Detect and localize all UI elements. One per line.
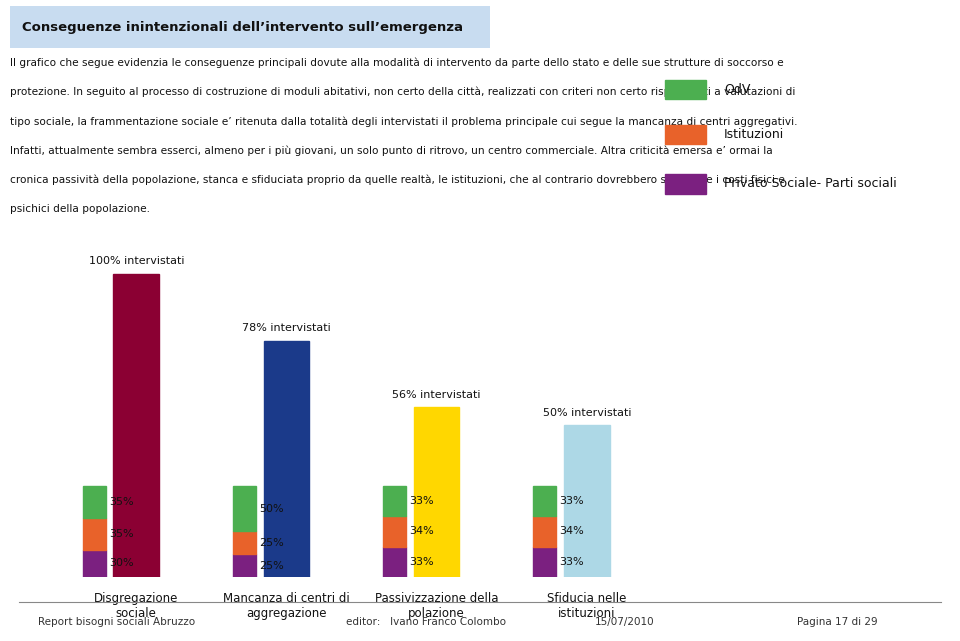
Bar [383,486,406,516]
Text: cronica passività della popolazione, stanca e sfiduciata proprio da quelle realt: cronica passività della popolazione, sta… [10,175,784,185]
Bar [664,174,707,194]
Bar [664,79,707,99]
Text: OdV: OdV [724,83,751,96]
Text: 25%: 25% [259,538,284,548]
Text: Conseguenze inintenzionali dell’intervento sull’emergenza: Conseguenze inintenzionali dell’interven… [22,21,463,34]
Text: 34%: 34% [560,526,584,537]
Bar [383,516,406,547]
Text: 50% intervistati: 50% intervistati [542,408,631,418]
Text: 100% intervistati: 100% intervistati [88,256,184,266]
Text: 33%: 33% [560,557,584,567]
Text: Disgregazione
sociale: Disgregazione sociale [94,592,179,620]
Text: 15/07/2010: 15/07/2010 [595,617,655,627]
Bar [83,549,106,577]
Text: Infatti, attualmente sembra esserci, almeno per i più giovani, un solo punto di : Infatti, attualmente sembra esserci, alm… [10,146,773,156]
Text: tipo sociale, la frammentazione sociale e’ ritenuta dalla totalità degli intervi: tipo sociale, la frammentazione sociale … [10,116,797,127]
Text: 30%: 30% [108,558,133,569]
Bar [233,554,255,577]
Bar [264,340,309,577]
FancyBboxPatch shape [0,4,509,50]
Bar [664,125,707,144]
Text: Pagina 17 di 29: Pagina 17 di 29 [797,617,877,627]
Text: Il grafico che segue evidenzia le conseguenze principali dovute alla modalità di: Il grafico che segue evidenzia le conseg… [10,58,783,68]
Bar [533,516,556,547]
Bar [533,547,556,577]
Text: Passivizzazione della
polazione: Passivizzazione della polazione [374,592,498,620]
Bar [233,486,255,531]
Text: 33%: 33% [560,496,584,506]
Bar [564,426,610,577]
Text: 50%: 50% [259,504,283,513]
Text: psichici della popolazione.: psichici della popolazione. [10,204,150,214]
Bar [83,518,106,549]
Bar [414,407,460,577]
Text: Istituzioni: Istituzioni [724,128,784,141]
Bar [113,274,159,577]
Text: Privato Sociale- Parti sociali: Privato Sociale- Parti sociali [724,178,897,190]
Bar [83,486,106,518]
Text: 33%: 33% [409,496,434,506]
Text: Report bisogni sociali Abruzzo: Report bisogni sociali Abruzzo [38,617,196,627]
Text: editor:   Ivano Franco Colombo: editor: Ivano Franco Colombo [346,617,506,627]
Text: 34%: 34% [409,526,434,537]
Text: Mancanza di centri di
aggregazione: Mancanza di centri di aggregazione [223,592,349,620]
Text: Sfiducia nelle
istituzioni: Sfiducia nelle istituzioni [547,592,627,620]
Text: 33%: 33% [409,557,434,567]
Text: 35%: 35% [108,497,133,507]
Bar [233,531,255,554]
Text: 35%: 35% [108,529,133,538]
Bar [383,547,406,577]
Text: protezione. In seguito al processo di costruzione di moduli abitativi, non certo: protezione. In seguito al processo di co… [10,87,795,97]
Text: 56% intervistati: 56% intervistati [393,390,481,399]
Text: 78% intervistati: 78% intervistati [242,323,331,333]
Text: 25%: 25% [259,560,284,570]
Bar [533,486,556,516]
